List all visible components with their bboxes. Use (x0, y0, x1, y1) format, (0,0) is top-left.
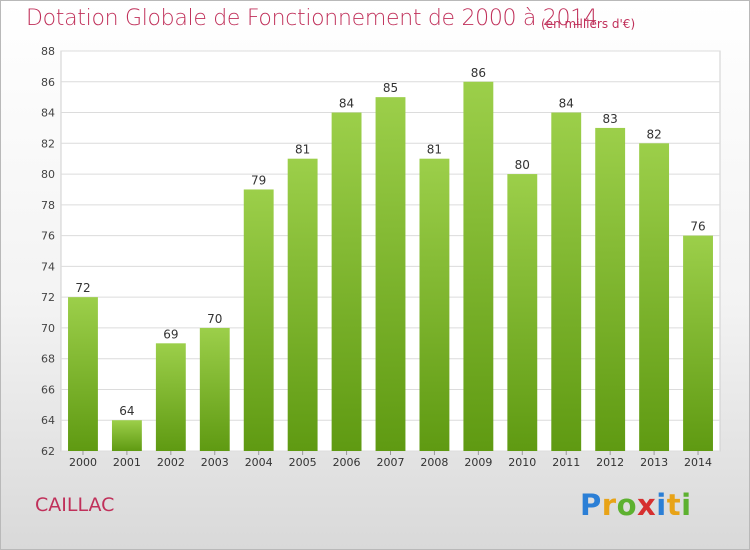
bar (155, 343, 186, 451)
y-tick-label: 66 (41, 383, 55, 396)
bar (463, 81, 494, 452)
bar (683, 235, 713, 451)
bar (507, 174, 538, 452)
y-tick-label: 76 (41, 230, 55, 243)
x-tick-label: 2006 (333, 456, 361, 469)
bar (331, 112, 362, 452)
data-label: 69 (163, 327, 178, 341)
data-label: 85 (383, 81, 398, 95)
bar (199, 327, 230, 451)
data-label: 83 (603, 112, 618, 126)
data-label: 70 (207, 312, 222, 326)
x-tick-label: 2003 (201, 456, 229, 469)
bar (375, 97, 406, 452)
x-tick-label: 2000 (69, 456, 97, 469)
y-tick-label: 74 (41, 260, 55, 273)
data-label: 81 (427, 143, 442, 157)
data-label: 72 (75, 281, 90, 295)
x-tick-label: 2010 (508, 456, 536, 469)
x-tick-label: 2014 (684, 456, 712, 469)
data-label: 82 (646, 127, 661, 141)
bar (287, 158, 318, 451)
data-label: 79 (251, 173, 266, 187)
y-tick-label: 82 (41, 137, 55, 150)
data-label: 86 (471, 66, 486, 80)
data-label: 64 (119, 404, 134, 418)
bar (639, 143, 670, 452)
chart-unit: (en milliers d'€) (541, 17, 636, 31)
x-tick-label: 2009 (464, 456, 492, 469)
data-label: 84 (559, 97, 574, 111)
data-label: 81 (295, 143, 310, 157)
x-tick-label: 2013 (640, 456, 668, 469)
y-tick-label: 80 (41, 168, 55, 181)
x-tick-label: 2004 (245, 456, 273, 469)
y-tick-label: 68 (41, 353, 55, 366)
y-tick-label: 70 (41, 322, 55, 335)
y-tick-label: 72 (41, 291, 55, 304)
commune-name: CAILLAC (35, 494, 115, 516)
y-tick-label: 64 (41, 414, 55, 427)
chart-title: Dotation Globale de Fonctionnement de 20… (26, 6, 598, 31)
x-tick-label: 2011 (552, 456, 580, 469)
x-tick-label: 2002 (157, 456, 185, 469)
bar (68, 297, 98, 451)
bar (551, 112, 582, 452)
data-label: 76 (690, 220, 705, 234)
y-tick-label: 78 (41, 199, 55, 212)
bar (111, 420, 142, 451)
bar (595, 127, 626, 451)
x-tick-label: 2008 (420, 456, 448, 469)
bar (419, 158, 450, 451)
y-tick-label: 88 (41, 45, 55, 58)
x-tick-label: 2007 (377, 456, 405, 469)
x-tick-label: 2005 (289, 456, 317, 469)
y-tick-label: 62 (41, 445, 55, 458)
data-label: 84 (339, 97, 354, 111)
data-label: 80 (515, 158, 530, 172)
bar (243, 189, 274, 451)
proxiti-logo: Proxiti (580, 488, 692, 522)
y-tick-label: 86 (41, 76, 55, 89)
x-tick-label: 2001 (113, 456, 141, 469)
x-tick-label: 2012 (596, 456, 624, 469)
y-tick-label: 84 (41, 107, 55, 120)
